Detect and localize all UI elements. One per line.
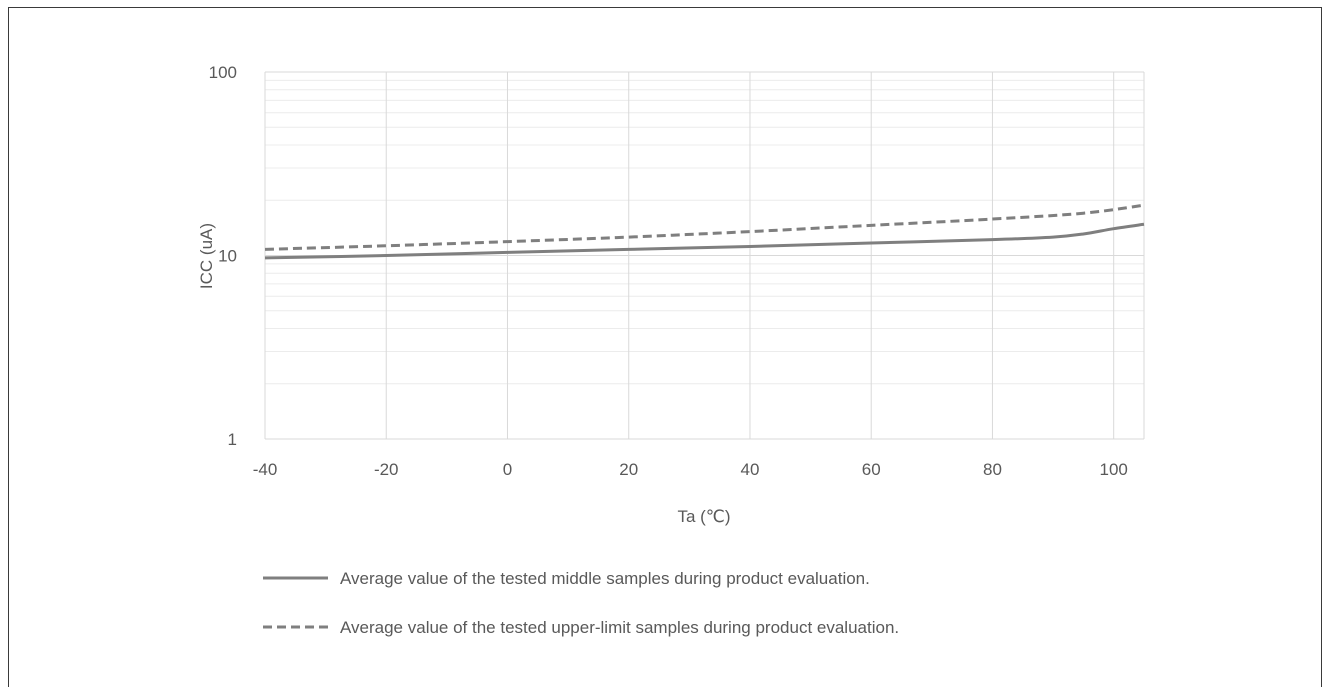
series-layer	[264, 203, 1145, 260]
x-tick-label: 60	[862, 460, 881, 479]
y-tick-labels: 1 10 100	[209, 63, 237, 449]
y-axis-title: ICC (uA)	[197, 223, 216, 289]
series-line-upper-limit	[264, 203, 1145, 251]
y-tick-label: 1	[228, 430, 237, 449]
legend: Average value of the tested middle sampl…	[263, 569, 899, 637]
x-tick-label: 0	[503, 460, 512, 479]
x-tick-label: 40	[741, 460, 760, 479]
x-tick-label: -40	[253, 460, 278, 479]
x-tick-label: 100	[1100, 460, 1128, 479]
chart-frame	[8, 7, 1322, 687]
x-tick-label: 20	[619, 460, 638, 479]
legend-entry-upper-limit: Average value of the tested upper-limit …	[340, 618, 899, 637]
legend-entry-middle: Average value of the tested middle sampl…	[340, 569, 870, 588]
series-line-middle	[264, 222, 1145, 260]
minor-gridlines	[265, 79, 1144, 385]
x-tick-label: -20	[374, 460, 399, 479]
y-tick-label: 100	[209, 63, 237, 82]
x-tick-labels: -40 -20 0 20 40 60 80 100	[253, 460, 1128, 479]
x-axis-title: Ta (℃)	[677, 507, 730, 526]
x-tick-label: 80	[983, 460, 1002, 479]
y-tick-label: 10	[218, 247, 237, 266]
